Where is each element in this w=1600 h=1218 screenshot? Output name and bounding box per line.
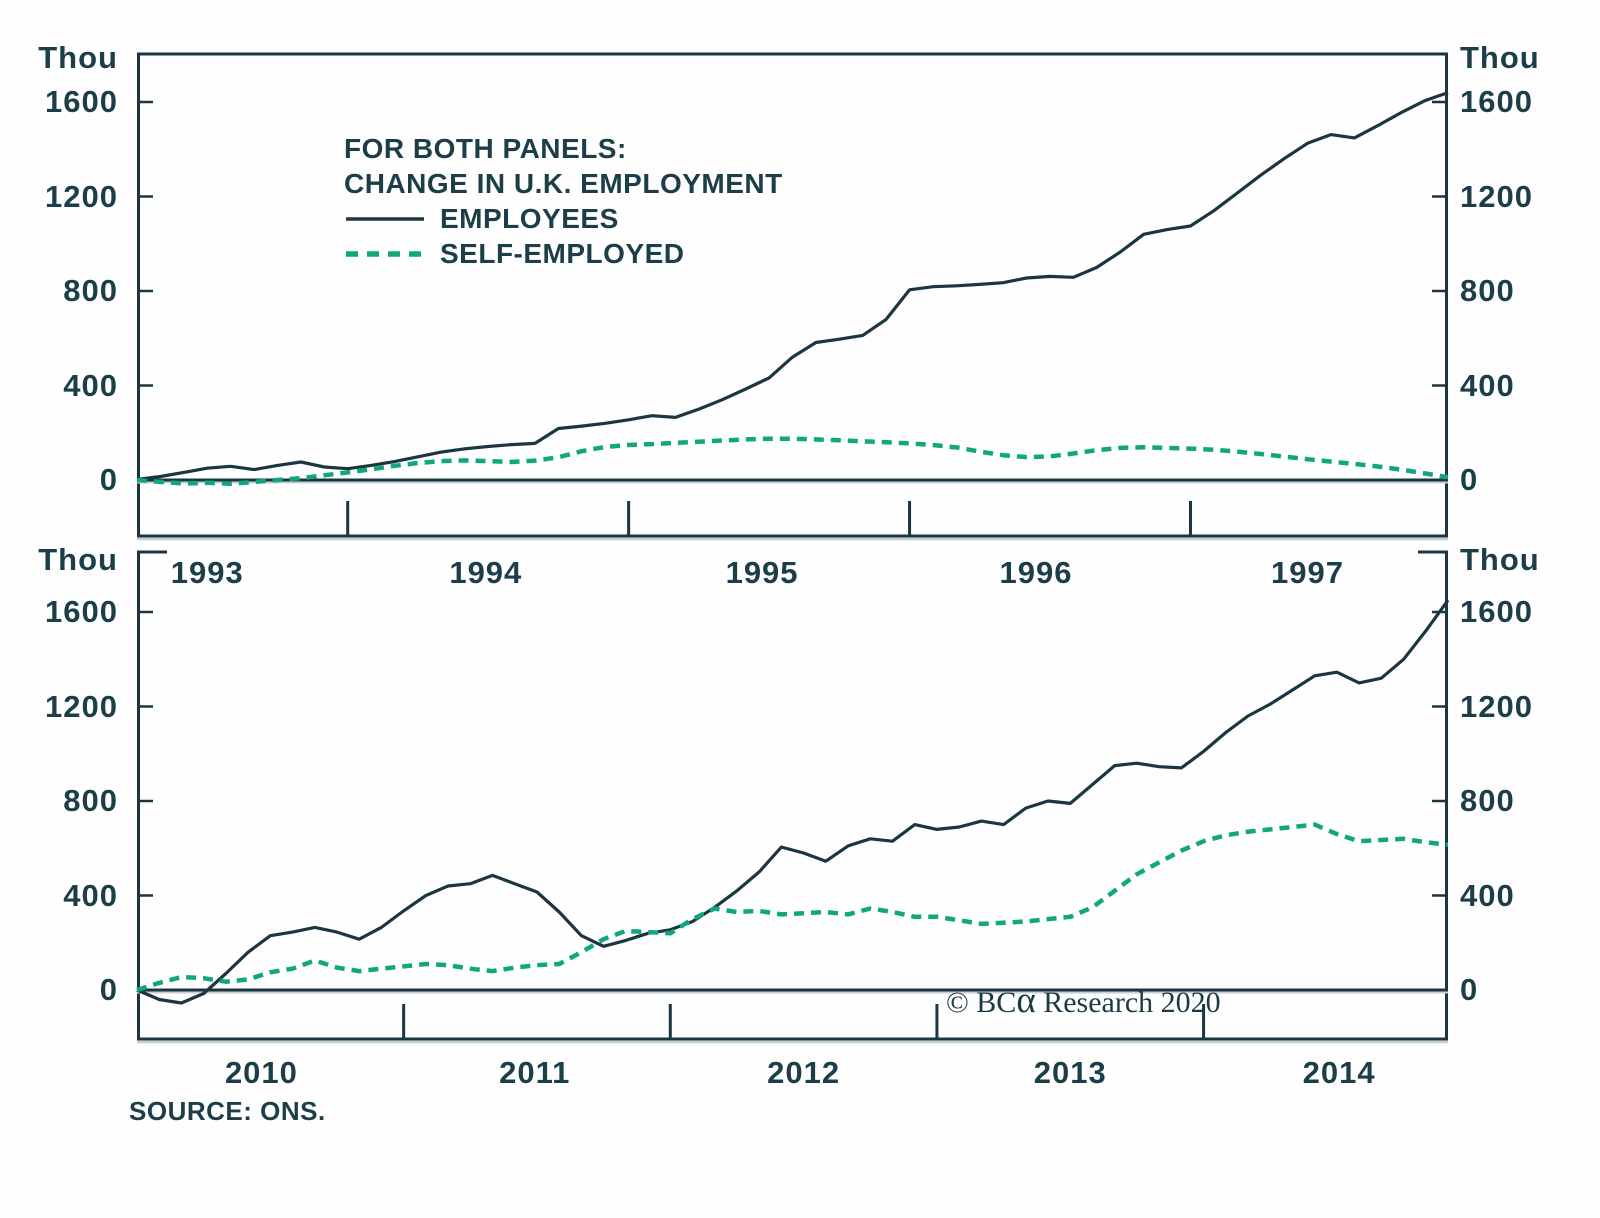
x-year-label: 2012 [767, 1055, 841, 1090]
legend-title-line2: CHANGE IN U.K. EMPLOYMENT [344, 168, 783, 199]
y-tick-label: 800 [1460, 273, 1515, 308]
x-year-label: 1996 [999, 555, 1073, 590]
alpha-glyph: α [1016, 980, 1036, 1021]
solid-line-swatch-icon [346, 216, 424, 221]
y-tick-label: 0 [99, 972, 118, 1007]
dashed-line-swatch-icon [346, 250, 424, 257]
legend-label: SELF-EMPLOYED [440, 237, 685, 269]
legend-title-line1: FOR BOTH PANELS: [344, 133, 627, 164]
y-tick-label: 800 [1460, 783, 1515, 818]
bca-research-credit: © BCα Research 2020 [946, 980, 1221, 1021]
y-axis-unit-label: Thou [38, 542, 118, 577]
y-tick-label: 1600 [1460, 594, 1533, 629]
x-year-label: 2010 [224, 1055, 298, 1090]
y-tick-label: 800 [63, 273, 118, 308]
x-year-label: 2013 [1033, 1055, 1107, 1090]
legend-label: EMPLOYEES [440, 202, 619, 234]
y-axis-unit-label: Thou [1460, 40, 1540, 75]
y-tick-label: 1600 [45, 84, 118, 119]
legend: FOR BOTH PANELS: CHANGE IN U.K. EMPLOYME… [344, 131, 783, 271]
y-axis-unit-label: Thou [1460, 542, 1540, 577]
y-tick-label: 400 [63, 877, 118, 913]
x-year-label: 1995 [725, 555, 799, 590]
y-tick-label: 0 [1460, 462, 1479, 497]
y-tick-label: 800 [63, 783, 118, 818]
legend-entry-employees: EMPLOYEES [344, 201, 783, 236]
y-tick-label: 0 [99, 462, 118, 497]
y-tick-label: 400 [1460, 877, 1515, 913]
y-tick-label: 0 [1460, 972, 1479, 1007]
source-note: SOURCE: ONS. [129, 1096, 326, 1126]
x-year-label: 1997 [1271, 555, 1345, 590]
y-tick-label: 400 [1460, 367, 1515, 403]
y-tick-label: 1200 [45, 178, 118, 214]
x-year-label: 1993 [170, 555, 244, 590]
y-axis-unit-label: Thou [38, 40, 118, 75]
x-year-label: 1994 [449, 555, 523, 590]
y-tick-label: 400 [63, 367, 118, 403]
y-tick-label: 1600 [1460, 84, 1533, 119]
x-year-label: 2014 [1302, 1055, 1376, 1090]
x-year-label: 2011 [499, 1055, 571, 1090]
y-tick-label: 1200 [1460, 688, 1533, 724]
y-tick-label: 1600 [45, 594, 118, 629]
legend-entry-self-employed: SELF-EMPLOYED [344, 236, 783, 271]
y-tick-label: 1200 [1460, 178, 1533, 214]
y-tick-label: 1200 [45, 688, 118, 724]
